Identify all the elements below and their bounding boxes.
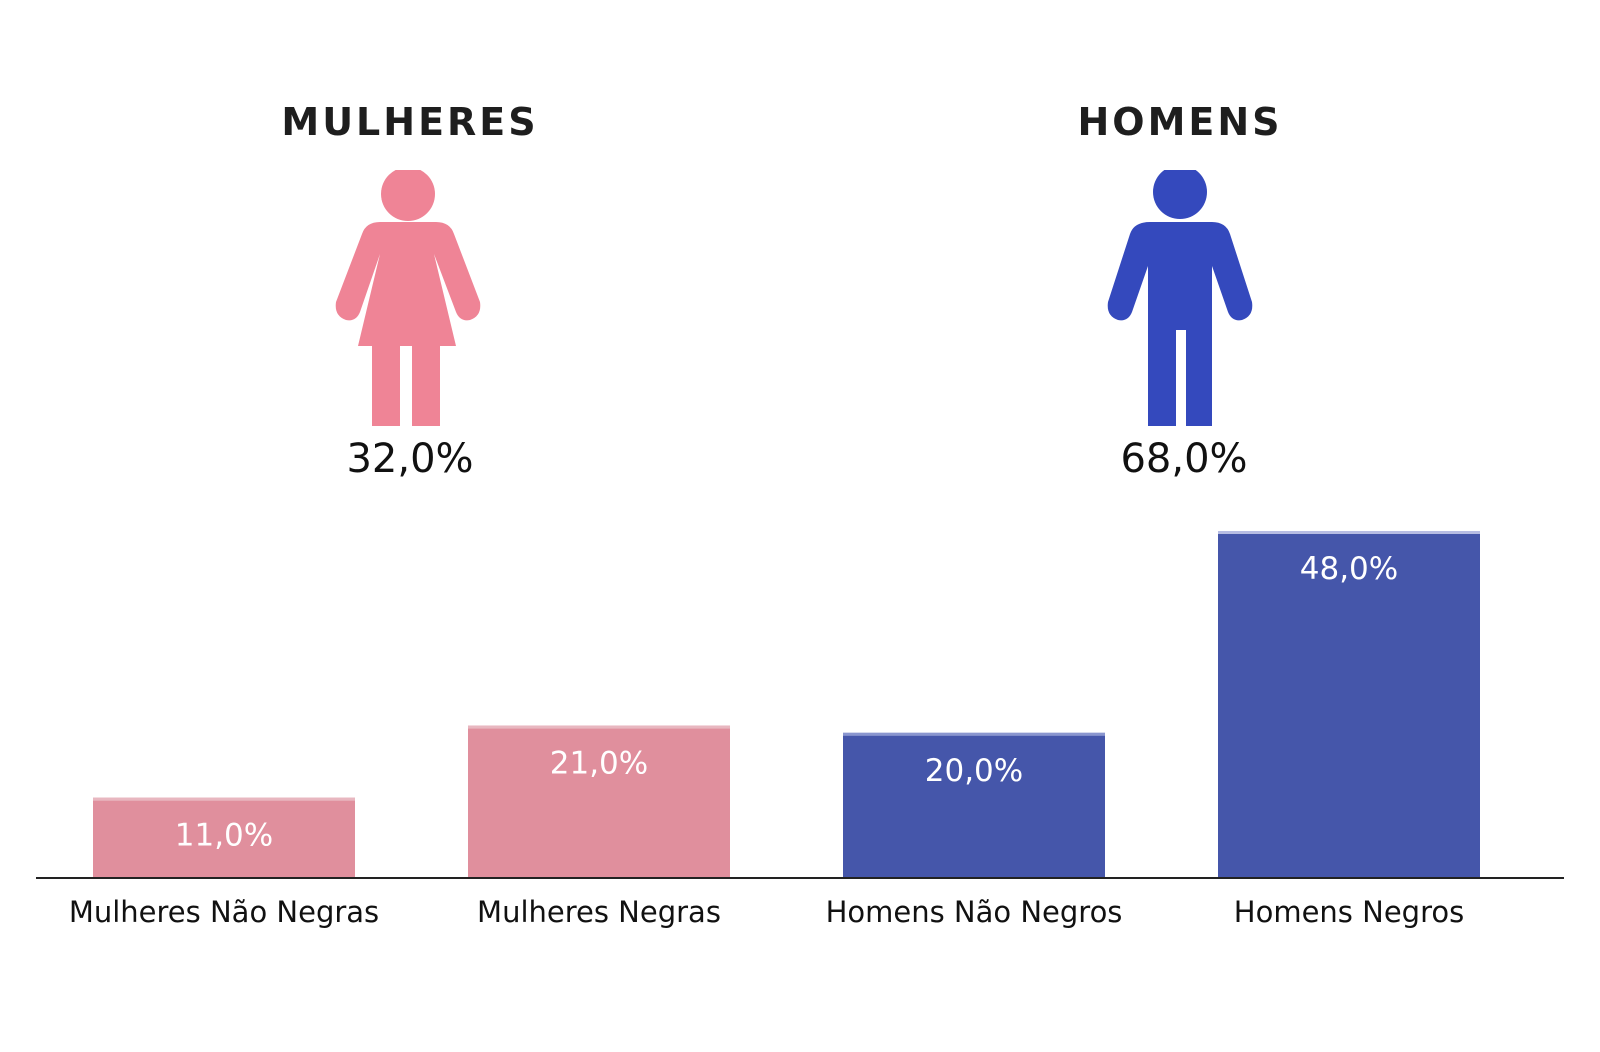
men-group-title: HOMENS: [1077, 100, 1283, 144]
category-label-3: Homens Não Negros: [826, 895, 1123, 929]
bar-2: [468, 725, 730, 877]
bar-top-edge-2: [468, 725, 730, 729]
category-label-2: Mulheres Negras: [477, 895, 721, 929]
women-total-value: 32,0%: [346, 436, 474, 482]
bar-3: [843, 732, 1105, 877]
bar-value-label-1: 11,0%: [175, 818, 273, 854]
men-total-value: 68,0%: [1120, 436, 1248, 482]
bar-value-label-2: 21,0%: [550, 746, 648, 782]
category-label-1: Mulheres Não Negras: [69, 895, 379, 929]
category-label-4: Homens Negros: [1234, 895, 1464, 929]
man-icon: [1107, 170, 1253, 426]
woman-icon: [335, 170, 481, 426]
women-group-title: MULHERES: [281, 100, 539, 144]
bar-top-edge-4: [1218, 531, 1480, 534]
bar-1: [93, 797, 355, 877]
bar-top-edge-1: [93, 797, 355, 801]
bar-4: [1218, 531, 1480, 877]
bar-value-label-3: 20,0%: [925, 753, 1023, 789]
bar-top-edge-3: [843, 732, 1105, 736]
bar-value-label-4: 48,0%: [1300, 551, 1398, 587]
